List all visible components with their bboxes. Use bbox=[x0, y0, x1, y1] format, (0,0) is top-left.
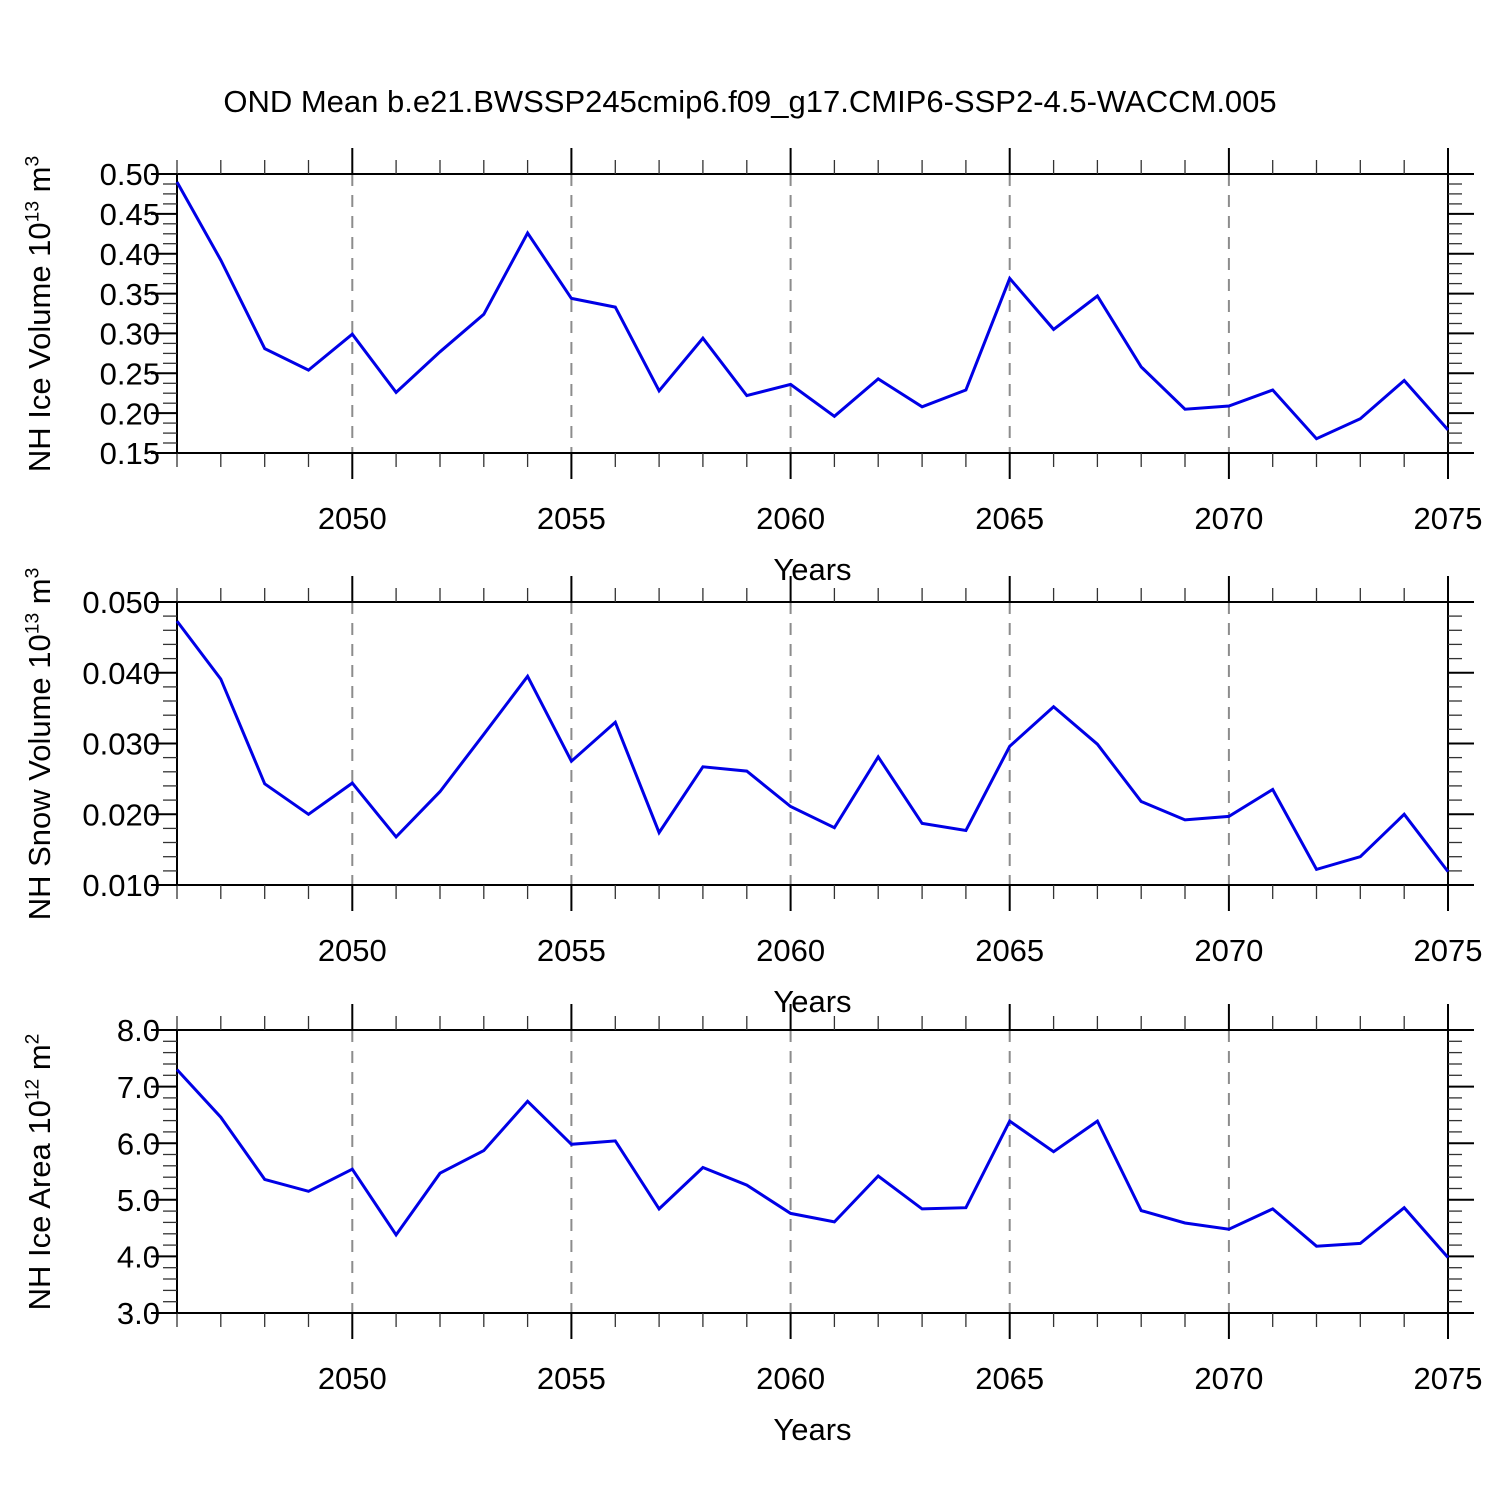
svg-text:2050: 2050 bbox=[318, 933, 387, 968]
y-axis-title-ice-area: NH Ice Area 1012 m2 bbox=[22, 1034, 58, 1311]
svg-text:0.40: 0.40 bbox=[100, 237, 160, 272]
svg-text:2070: 2070 bbox=[1194, 1361, 1263, 1396]
svg-text:0.15: 0.15 bbox=[100, 436, 160, 471]
svg-text:0.45: 0.45 bbox=[100, 197, 160, 232]
svg-text:2060: 2060 bbox=[756, 501, 825, 536]
chart-title: OND Mean b.e21.BWSSP245cmip6.f09_g17.CMI… bbox=[223, 84, 1277, 119]
svg-text:2070: 2070 bbox=[1194, 933, 1263, 968]
x-axis-label-panel2: Years bbox=[773, 984, 852, 1019]
y-axis-title-text: NH Ice Volume 10 bbox=[22, 222, 57, 473]
svg-text:0.020: 0.020 bbox=[82, 797, 160, 832]
svg-text:2065: 2065 bbox=[975, 501, 1044, 536]
svg-text:2055: 2055 bbox=[537, 501, 606, 536]
y-axis-title-text: NH Snow Volume 10 bbox=[22, 634, 57, 921]
unit-exponent: 3 bbox=[22, 155, 44, 167]
panel-nh-ice-volume: 2050 2055 2060 2065 2070 2075 0.15 0.20 0.25 0.30… bbox=[100, 148, 1483, 536]
svg-text:2065: 2065 bbox=[975, 933, 1044, 968]
x-axis-label-panel1: Years bbox=[773, 552, 852, 587]
svg-text:5.0: 5.0 bbox=[117, 1183, 160, 1218]
unit-exponent: 2 bbox=[22, 1033, 44, 1045]
svg-text:6.0: 6.0 bbox=[117, 1126, 160, 1161]
svg-text:2075: 2075 bbox=[1414, 1361, 1483, 1396]
y-axis-title-ice-volume: NH Ice Volume 1013 m3 bbox=[22, 156, 58, 472]
svg-text:2050: 2050 bbox=[318, 501, 387, 536]
svg-text:0.030: 0.030 bbox=[82, 727, 160, 762]
unit: m bbox=[22, 1044, 57, 1079]
exponent: 13 bbox=[22, 200, 44, 223]
svg-text:2075: 2075 bbox=[1414, 501, 1483, 536]
svg-text:2060: 2060 bbox=[756, 1361, 825, 1396]
svg-text:2055: 2055 bbox=[537, 933, 606, 968]
svg-text:4.0: 4.0 bbox=[117, 1240, 160, 1275]
svg-text:0.20: 0.20 bbox=[100, 396, 160, 431]
svg-text:8.0: 8.0 bbox=[117, 1013, 160, 1048]
svg-text:0.30: 0.30 bbox=[100, 317, 160, 352]
exponent: 12 bbox=[22, 1078, 44, 1101]
svg-text:0.010: 0.010 bbox=[82, 868, 160, 903]
svg-text:0.040: 0.040 bbox=[82, 656, 160, 691]
y-axis-title-text: NH Ice Area 10 bbox=[22, 1100, 57, 1311]
svg-text:2060: 2060 bbox=[756, 933, 825, 968]
svg-text:2050: 2050 bbox=[318, 1361, 387, 1396]
unit: m bbox=[22, 166, 57, 201]
unit: m bbox=[22, 578, 57, 613]
svg-text:3.0: 3.0 bbox=[117, 1296, 160, 1331]
svg-text:7.0: 7.0 bbox=[117, 1070, 160, 1105]
y-axis-title-snow-volume: NH Snow Volume 1013 m3 bbox=[22, 568, 58, 921]
exponent: 13 bbox=[22, 612, 44, 635]
svg-text:2075: 2075 bbox=[1414, 933, 1483, 968]
svg-text:2055: 2055 bbox=[537, 1361, 606, 1396]
x-axis-label-panel3: Years bbox=[773, 1412, 852, 1447]
svg-text:2065: 2065 bbox=[975, 1361, 1044, 1396]
svg-text:0.050: 0.050 bbox=[82, 585, 160, 620]
unit-exponent: 3 bbox=[22, 567, 44, 579]
svg-text:0.25: 0.25 bbox=[100, 356, 160, 391]
panel-nh-ice-area: 2050 2055 2060 2065 2070 2075 3.0 4.0 5.0 6.0 7.0 8… bbox=[117, 1004, 1483, 1396]
svg-text:0.35: 0.35 bbox=[100, 277, 160, 312]
svg-text:2070: 2070 bbox=[1194, 501, 1263, 536]
svg-text:0.50: 0.50 bbox=[100, 157, 160, 192]
panel-nh-snow-volume: 2050 2055 2060 2065 2070 2075 0.010 0.020 0.030 0… bbox=[82, 576, 1482, 968]
